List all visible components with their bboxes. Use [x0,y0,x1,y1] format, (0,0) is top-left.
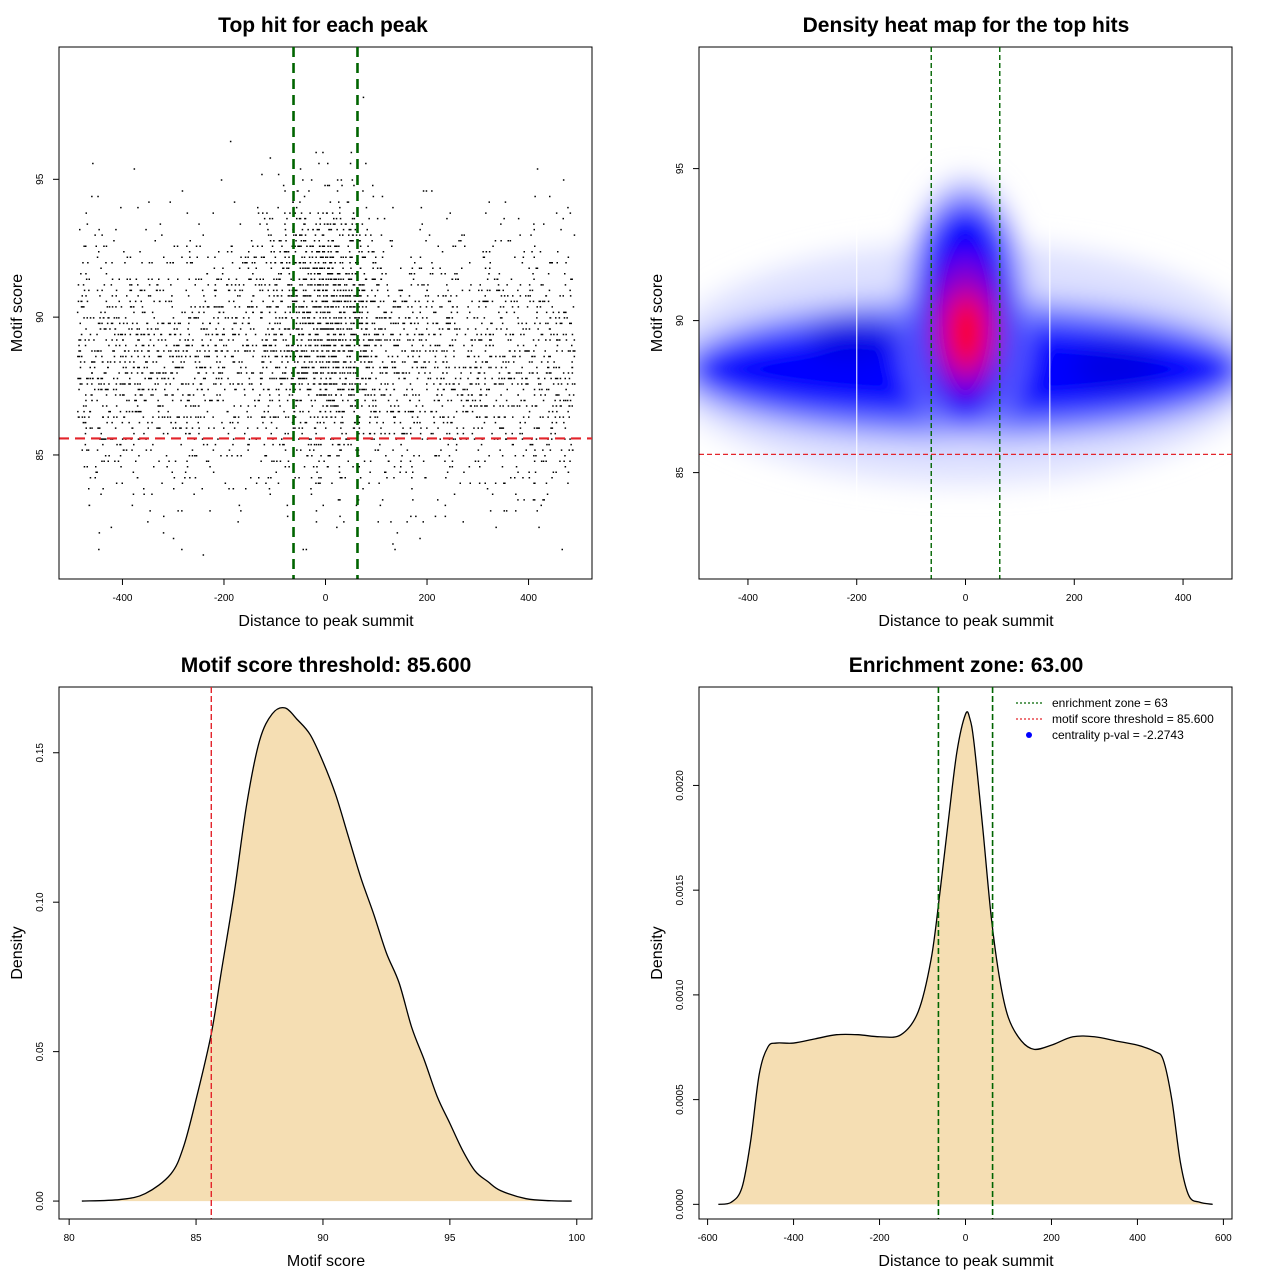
heatmap-reference-lines [699,47,1232,579]
score-density-y-label: Density [9,926,26,979]
y-tick-label: 85 [35,449,46,461]
distance-density-title: Enrichment zone: 63.00 [849,654,1084,677]
x-tick-label: 400 [1129,1233,1146,1244]
x-tick-label: 600 [1215,1233,1232,1244]
scatter-x-axis: -400 -200 0 200 400 [112,578,537,604]
y-tick-label: 0.0015 [675,874,686,905]
score-density-panel: Motif score threshold: 85.600 80 85 90 95 10… [9,654,593,1270]
heat-core-red [944,292,989,373]
distance-density-y-label: Density [649,926,666,979]
heat-left-node [806,316,897,361]
heatmap-area [699,47,1232,579]
density-fill [81,707,572,1202]
x-tick-label: 400 [1175,593,1192,604]
distance-density-reference-lines [937,687,994,1219]
x-tick-label: 400 [520,593,537,604]
distance-density-y-axis: 0.0000 0.0005 0.0010 0.0015 0.0020 [675,770,700,1220]
scatter-x-label: Distance to peak summit [238,613,414,630]
y-tick-label: 0.0010 [675,979,686,1010]
x-tick-label: -200 [214,593,234,604]
scatter-title: Top hit for each peak [218,14,428,37]
heatmap-y-axis: 85 90 95 [675,163,700,479]
x-tick-label: -200 [870,1233,890,1244]
x-tick-label: -400 [738,593,758,604]
distance-density-x-label: Distance to peak summit [878,1253,1054,1270]
heatmap-panel: Density heat map for the top hits -400 -2… [649,14,1233,630]
scatter-reference-lines [59,47,592,579]
score-density-y-axis: 0.00 0.05 0.10 0.15 [35,743,60,1211]
density-fill [718,711,1213,1205]
density-curve [81,707,572,1202]
y-tick-label: 95 [675,163,686,175]
heatmap-seams [856,107,1051,519]
heatmap-title: Density heat map for the top hits [803,14,1130,37]
score-density-title: Motif score threshold: 85.600 [181,654,472,677]
legend-enrichment-zone-label: enrichment zone = 63 [1052,696,1168,710]
x-tick-label: 80 [64,1233,76,1244]
heatmap-x-label: Distance to peak summit [878,613,1054,630]
x-tick-label: -600 [698,1233,718,1244]
x-tick-label: 0 [963,1233,969,1244]
y-tick-label: 0.0020 [675,770,686,801]
distance-density-legend: enrichment zone = 63 motif score thresho… [1016,696,1214,742]
distance-density-curve-group [718,711,1213,1205]
legend-centrality-point [1026,732,1032,738]
scatter-y-axis: 85 90 95 [35,173,60,461]
x-tick-label: -200 [847,593,867,604]
x-tick-label: 85 [190,1233,202,1244]
legend-threshold-label: motif score threshold = 85.600 [1052,712,1214,726]
heat-right-node [1072,342,1163,391]
y-tick-label: 0.0005 [675,1084,686,1115]
distance-density-panel: Enrichment zone: 63.00 -600 -400 -200 0 200 4… [649,654,1233,1270]
x-tick-label: 90 [317,1233,329,1244]
y-tick-label: 90 [675,315,686,327]
scatter-y-label: Motif score [9,274,26,352]
density-curve [718,711,1213,1205]
heatmap-x-axis: -400 -200 0 200 400 [738,578,1192,604]
x-tick-label: 200 [1066,593,1083,604]
scatter-point-cloud [76,96,576,556]
x-tick-label: -400 [112,593,132,604]
distance-density-x-axis: -600 -400 -200 0 200 400 600 [698,1218,1232,1244]
score-density-x-label: Motif score [287,1253,365,1270]
scatter-points [76,96,576,556]
score-density-x-axis: 80 85 90 95 100 [64,1218,586,1244]
y-tick-label: 0.15 [35,743,46,763]
score-density-curve-group [81,707,572,1202]
x-tick-label: 100 [568,1233,585,1244]
y-tick-label: 0.00 [35,1191,46,1211]
x-tick-label: -400 [784,1233,804,1244]
heatmap-density-blobs [699,178,1232,484]
x-tick-label: 0 [963,593,969,604]
legend-centrality-label: centrality p-val = -2.2743 [1052,728,1184,742]
scatter-panel: Top hit for each peak -400 -200 0 200 400 85… [9,14,593,630]
y-tick-label: 0.05 [35,1041,46,1061]
y-tick-label: 0.10 [35,892,46,912]
x-tick-label: 200 [1043,1233,1060,1244]
x-tick-label: 95 [444,1233,456,1244]
y-tick-label: 90 [35,311,46,323]
x-tick-label: 0 [323,593,329,604]
y-tick-label: 95 [35,173,46,185]
y-tick-label: 85 [675,467,686,479]
heatmap-y-label: Motif score [649,274,666,352]
x-tick-label: 200 [419,593,436,604]
y-tick-label: 0.0000 [675,1189,686,1220]
